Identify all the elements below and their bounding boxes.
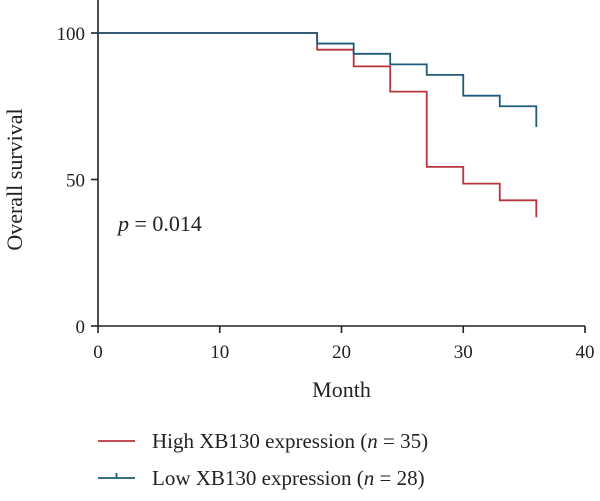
legend-label-high: High XB130 expression (n = 35) (152, 429, 428, 453)
legend: High XB130 expression (n = 35)Low XB130 … (98, 429, 428, 490)
series-line-high (98, 32, 538, 218)
y-tick-label: 100 (57, 24, 86, 45)
series-line-low (98, 32, 538, 128)
p-value-text: = 0.014 (129, 211, 202, 236)
x-tick-label: 10 (210, 342, 229, 363)
y-ticks: 0 50 100 (57, 24, 98, 338)
y-axis-title: Overall survival (2, 108, 27, 250)
legend-n-value: = 35) (378, 429, 428, 453)
legend-n-symbol: n (364, 466, 375, 490)
legend-n-value: = 28) (374, 466, 424, 490)
p-symbol: p (116, 211, 129, 236)
x-axis-title: Month (312, 377, 371, 402)
x-ticks: 0 10 20 30 40 (93, 326, 595, 363)
x-tick-label: 40 (576, 342, 595, 363)
x-tick-label: 20 (332, 342, 351, 363)
y-tick-label: 0 (76, 317, 86, 338)
legend-label-low: Low XB130 expression (n = 28) (152, 466, 425, 490)
x-tick-label: 0 (93, 342, 103, 363)
series-layer (98, 32, 538, 218)
p-value-annotation: p = 0.014 (116, 211, 202, 236)
x-tick-label: 30 (454, 342, 473, 363)
y-tick-label: 50 (66, 171, 85, 192)
legend-label-prefix: Low XB130 expression ( (152, 466, 364, 490)
legend-n-symbol: n (367, 429, 378, 453)
legend-label-prefix: High XB130 expression ( (152, 429, 367, 453)
